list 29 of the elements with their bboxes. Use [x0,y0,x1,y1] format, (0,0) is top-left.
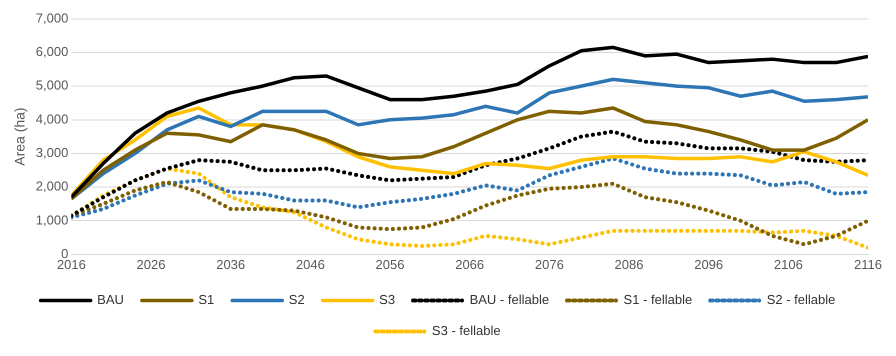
y-tick-label: 7,000 [36,10,68,26]
y-tick-label: 3,000 [36,145,68,160]
y-tick-label: 2,000 [36,178,68,194]
x-tick-label: 2076 [534,256,564,272]
line-series [71,156,868,220]
x-tick-label: 2116 [854,256,882,272]
y-tick-label: 4,000 [36,111,68,126]
y-tick-label: 6,000 [36,44,68,60]
legend-label: S2 - fellable [766,292,836,308]
legend-label: S1 [198,292,214,308]
x-tick-label: 2096 [694,256,724,272]
line-series [71,130,868,218]
legend-label: S2 [288,292,305,308]
legend-label: S1 - fellable [624,292,692,308]
x-tick-label: 2106 [774,256,803,272]
x-tick-label: 2046 [296,256,325,272]
line-series [71,166,868,250]
legend-label: BAU - fellable [470,292,550,308]
x-tick-label: 2036 [216,256,246,272]
x-tick-label: 2026 [136,256,166,272]
legend-label: BAU [97,292,124,308]
x-tick-label: 2056 [376,256,404,272]
y-axis-title: Area (ha) [11,107,28,166]
y-tick-label: 5,000 [36,78,68,93]
x-tick-label: 2066 [455,256,484,272]
legend-label: S3 - fellable [432,323,501,338]
y-tick-label: 1,000 [36,212,68,228]
x-tick-label: 2086 [614,256,644,272]
legend-label: S3 [379,292,396,308]
